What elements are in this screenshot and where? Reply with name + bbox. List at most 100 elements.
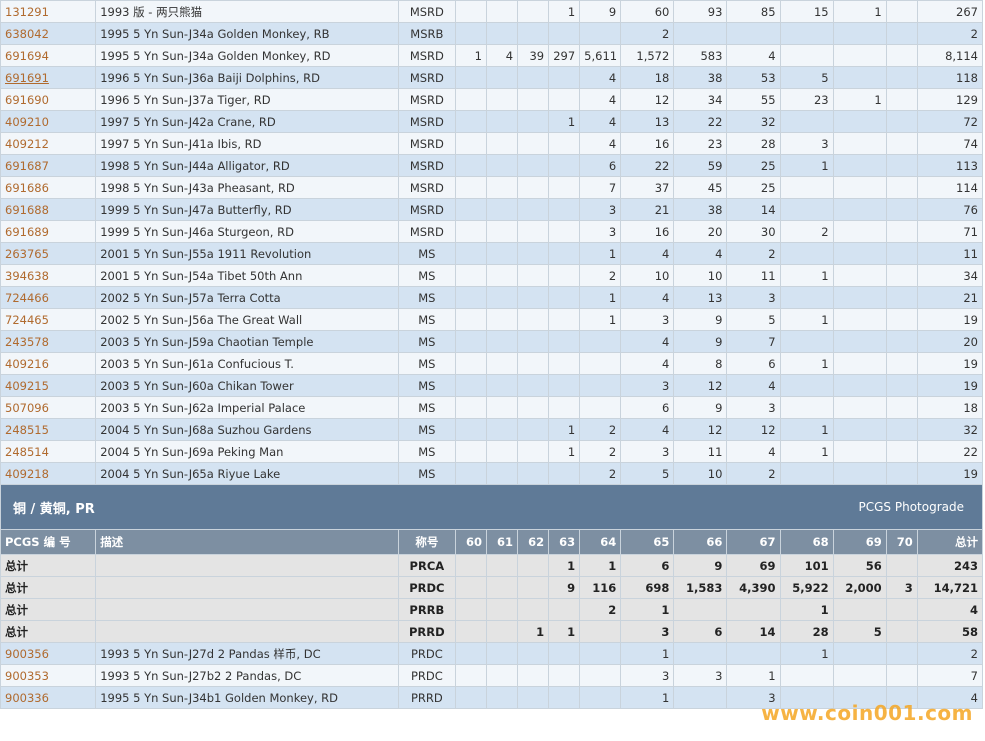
grade-count: 1 <box>579 554 622 577</box>
header-grade-70[interactable]: 70 <box>885 529 918 555</box>
grade-count <box>454 598 487 621</box>
grade-designation: MS <box>397 374 456 397</box>
grade-count <box>548 22 581 45</box>
pcgs-code-link[interactable]: 263765 <box>0 242 97 265</box>
pcgs-code-text[interactable]: 691687 <box>5 158 49 173</box>
pcgs-code-text[interactable]: 691686 <box>5 180 49 195</box>
total-label: 总计 <box>0 620 97 643</box>
grade-count <box>517 242 550 265</box>
pcgs-code-text[interactable]: 691688 <box>5 202 49 217</box>
pcgs-code-link[interactable]: 409216 <box>0 352 97 375</box>
pcgs-code-link[interactable]: 691687 <box>0 154 97 177</box>
grade-designation: MS <box>397 352 456 375</box>
pcgs-code-text[interactable]: 638042 <box>5 26 49 41</box>
pcgs-code-text[interactable]: 409210 <box>5 114 49 129</box>
pcgs-code-text[interactable]: 248515 <box>5 422 49 437</box>
total-label: 总计 <box>0 598 97 621</box>
pcgs-code-text[interactable]: 691691 <box>5 70 49 85</box>
pcgs-code-link[interactable]: 131291 <box>0 0 97 23</box>
grade-designation: MS <box>397 242 456 265</box>
grade-count <box>548 598 581 621</box>
pcgs-code-link[interactable]: 691691 <box>0 66 97 89</box>
grade-count <box>454 176 487 199</box>
header-total[interactable]: 总计 <box>916 529 984 555</box>
pcgs-code-link[interactable]: 900356 <box>0 642 97 665</box>
grade-count: 1 <box>548 0 581 23</box>
grade-count <box>454 286 487 309</box>
pcgs-code-link[interactable]: 691690 <box>0 88 97 111</box>
pcgs-code-text[interactable]: 900353 <box>5 668 49 683</box>
pcgs-code-text[interactable]: 248514 <box>5 444 49 459</box>
grade-count: 4 <box>579 88 622 111</box>
grade-count: 2 <box>579 440 622 463</box>
header-grade-65[interactable]: 65 <box>620 529 675 555</box>
pcgs-code-text[interactable]: 409212 <box>5 136 49 151</box>
pcgs-code-link[interactable]: 409218 <box>0 462 97 485</box>
grade-count <box>454 374 487 397</box>
pcgs-code-text[interactable]: 263765 <box>5 246 49 261</box>
pcgs-code-link[interactable]: 900336 <box>0 686 97 709</box>
pcgs-code-link[interactable]: 691686 <box>0 176 97 199</box>
pcgs-code-text[interactable]: 724465 <box>5 312 49 327</box>
header-grade-69[interactable]: 69 <box>832 529 887 555</box>
coin-description: 1998 5 Yn Sun-J43a Pheasant, RD <box>95 176 399 199</box>
table-row: 409218 2004 5 Yn Sun-J65a Riyue Lake MS 2 5 1… <box>0 462 984 485</box>
pcgs-code-link[interactable]: 724466 <box>0 286 97 309</box>
pcgs-code-text[interactable]: 900356 <box>5 646 49 661</box>
pcgs-code-text[interactable]: 691694 <box>5 48 49 63</box>
grade-count: 4 <box>726 440 781 463</box>
grade-count: 6 <box>673 620 728 643</box>
grade-designation: PRDC <box>397 642 456 665</box>
pcgs-code-link[interactable]: 394638 <box>0 264 97 287</box>
header-grade-68[interactable]: 68 <box>779 529 834 555</box>
proof-table: PCGS 编 号 描述 称号 60 61 62 63 64 65 66 67 68 69 70 总计 … <box>0 529 984 709</box>
pcgs-code-link[interactable]: 900353 <box>0 664 97 687</box>
grade-count: 25 <box>726 154 781 177</box>
header-grade-61[interactable]: 61 <box>485 529 519 555</box>
pcgs-code-text[interactable]: 900336 <box>5 690 49 705</box>
pcgs-code-text[interactable]: 507096 <box>5 400 49 415</box>
pcgs-code-link[interactable]: 409215 <box>0 374 97 397</box>
pcgs-code-link[interactable]: 724465 <box>0 308 97 331</box>
pcgs-code-text[interactable]: 243578 <box>5 334 49 349</box>
grade-count <box>832 462 887 485</box>
pcgs-code-text[interactable]: 409218 <box>5 466 49 481</box>
pcgs-code-link[interactable]: 507096 <box>0 396 97 419</box>
pcgs-code-text[interactable]: 724466 <box>5 290 49 305</box>
header-code[interactable]: PCGS 编 号 <box>0 529 97 555</box>
header-grade-60[interactable]: 60 <box>454 529 487 555</box>
grade-count: 1 <box>779 352 834 375</box>
pcgs-code-link[interactable]: 409210 <box>0 110 97 133</box>
pcgs-code-text[interactable]: 691690 <box>5 92 49 107</box>
grade-count: 583 <box>673 44 728 67</box>
grade-count <box>454 418 487 441</box>
pcgs-code-link[interactable]: 248515 <box>0 418 97 441</box>
total-grade: PRRB <box>397 598 456 621</box>
grade-count: 6 <box>579 154 622 177</box>
pcgs-code-link[interactable]: 691694 <box>0 44 97 67</box>
header-grade-67[interactable]: 67 <box>726 529 781 555</box>
header-grade-62[interactable]: 62 <box>517 529 550 555</box>
pcgs-code-text[interactable]: 409216 <box>5 356 49 371</box>
header-desc[interactable]: 描述 <box>95 529 399 555</box>
photograde-link[interactable]: PCGS Photograde <box>858 500 964 514</box>
grade-count <box>579 620 622 643</box>
pcgs-code-link[interactable]: 691688 <box>0 198 97 221</box>
table-row: 409212 1997 5 Yn Sun-J41a Ibis, RD MSRD 4 16… <box>0 132 984 155</box>
pcgs-code-link[interactable]: 638042 <box>0 22 97 45</box>
grade-count <box>579 686 622 709</box>
pcgs-code-text[interactable]: 409215 <box>5 378 49 393</box>
header-grade-63[interactable]: 63 <box>548 529 581 555</box>
header-grade[interactable]: 称号 <box>397 529 456 555</box>
header-grade-66[interactable]: 66 <box>673 529 728 555</box>
pcgs-code-text[interactable]: 131291 <box>5 4 49 19</box>
pcgs-code-text[interactable]: 691689 <box>5 224 49 239</box>
pcgs-code-link[interactable]: 248514 <box>0 440 97 463</box>
grade-designation: MS <box>397 418 456 441</box>
pcgs-code-link[interactable]: 409212 <box>0 132 97 155</box>
header-grade-64[interactable]: 64 <box>579 529 622 555</box>
grade-count <box>885 110 918 133</box>
pcgs-code-link[interactable]: 691689 <box>0 220 97 243</box>
pcgs-code-text[interactable]: 394638 <box>5 268 49 283</box>
pcgs-code-link[interactable]: 243578 <box>0 330 97 353</box>
